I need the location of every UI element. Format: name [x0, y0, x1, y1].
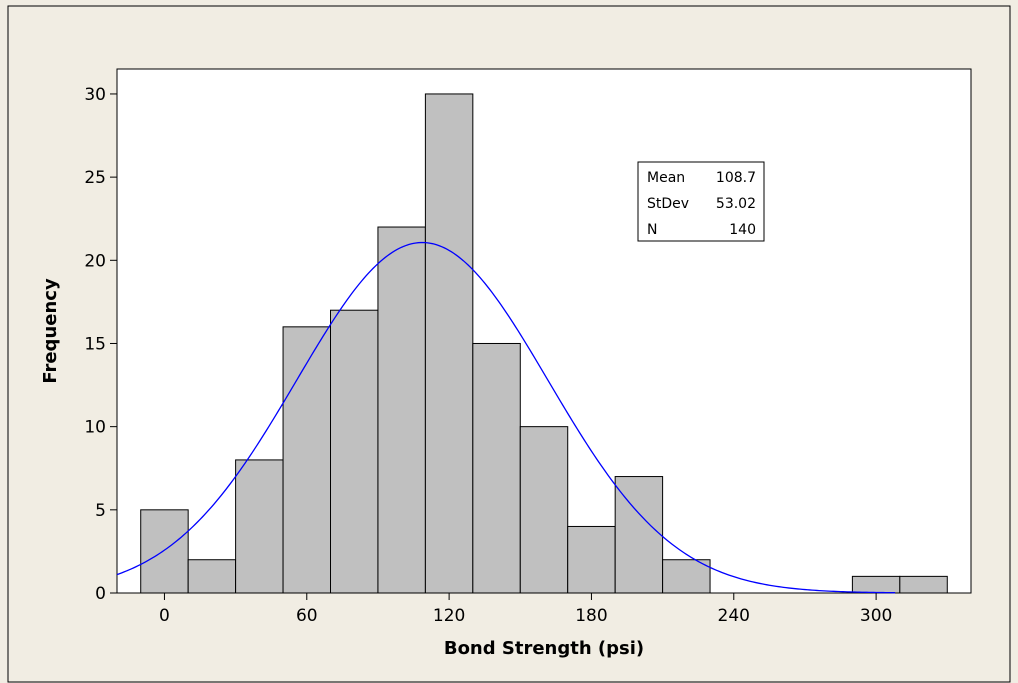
x-tick-label: 120	[433, 606, 465, 626]
histogram-bar	[472, 342, 521, 594]
stats-stdev-label: StDev	[647, 196, 689, 212]
x-tick-label: 0	[159, 606, 170, 626]
stats-mean-value: 108.7	[716, 170, 756, 186]
y-tick-label: 0	[95, 584, 106, 604]
histogram-bar	[567, 525, 616, 594]
x-tick-label: 180	[575, 606, 607, 626]
x-axis: 0 60 120 180 240 300	[159, 593, 892, 626]
histogram-bar	[377, 226, 426, 594]
x-axis-title: Bond Strength (psi)	[444, 638, 644, 659]
histogram-bar	[851, 575, 901, 594]
y-tick-label: 10	[84, 418, 106, 438]
histogram-bar	[330, 309, 379, 594]
y-tick-label: 25	[84, 168, 106, 188]
y-axis: 0 5 10 15 20 25 30	[84, 85, 117, 604]
histogram-bar	[187, 559, 237, 594]
stats-stdev-value: 53.02	[716, 196, 756, 212]
stats-n-label: N	[647, 222, 657, 238]
histogram-bar	[140, 509, 189, 594]
histogram-bar	[235, 459, 284, 594]
bars-group	[140, 93, 948, 594]
histogram-bar	[899, 575, 948, 594]
y-axis-title: Frequency	[40, 278, 61, 384]
histogram-bar	[282, 326, 331, 594]
stats-box: Mean 108.7 StDev 53.02 N 140	[637, 161, 765, 242]
y-tick-label: 30	[84, 85, 106, 105]
y-tick-label: 15	[84, 334, 106, 354]
x-tick-label: 300	[860, 606, 892, 626]
histogram-bar	[662, 559, 711, 594]
histogram-bar	[519, 426, 569, 594]
stats-n-value: 140	[729, 222, 756, 238]
histogram-bar	[424, 93, 474, 594]
normal-fit-curve	[116, 241, 896, 594]
stats-box-frame	[637, 161, 765, 242]
x-tick-label: 60	[296, 606, 318, 626]
y-tick-label: 5	[95, 501, 106, 521]
stats-mean-label: Mean	[647, 170, 685, 186]
y-tick-label: 20	[84, 251, 106, 271]
x-tick-label: 240	[718, 606, 750, 626]
